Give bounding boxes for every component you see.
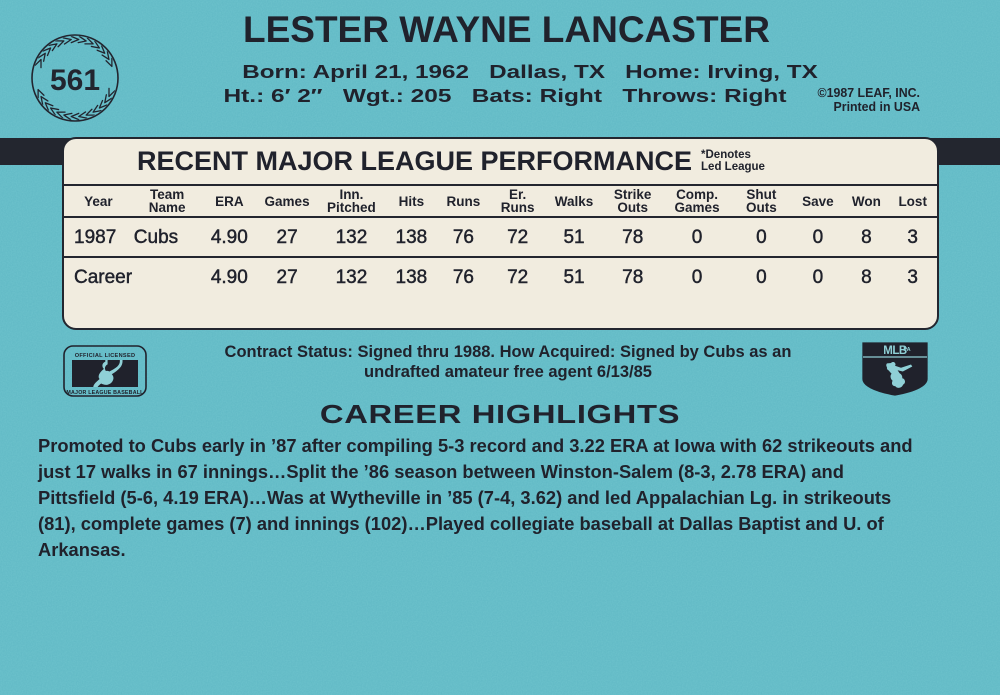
svg-text:PA: PA [903,347,910,353]
svg-text:MAJOR LEAGUE BASEBALL: MAJOR LEAGUE BASEBALL [66,390,144,396]
svg-text:OFFICIAL LICENSED: OFFICIAL LICENSED [75,353,136,359]
